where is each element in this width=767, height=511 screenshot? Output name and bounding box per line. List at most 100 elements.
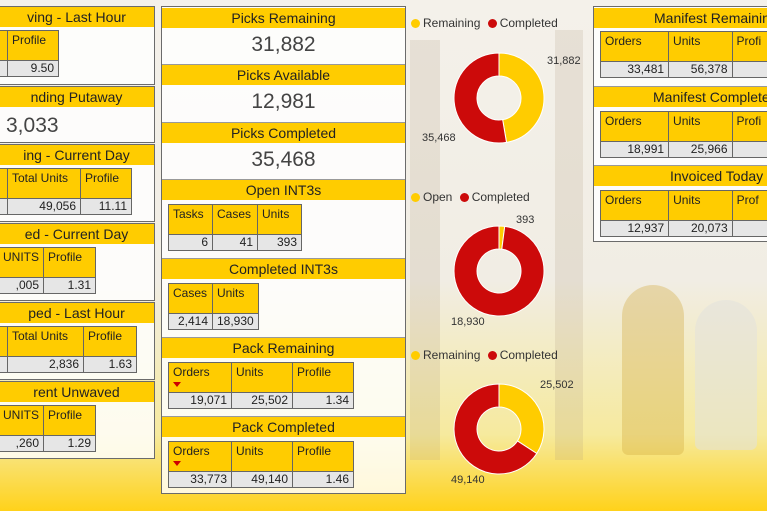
legend-item-completed[interactable]: Completed <box>487 16 558 30</box>
legend-item-open[interactable]: Open <box>411 190 452 204</box>
column-header: Orders <box>599 190 670 221</box>
donut-slice-completed[interactable] <box>453 383 538 475</box>
column-header: Profi <box>731 31 767 62</box>
slice-label-completed: 49,140 <box>451 474 485 486</box>
sort-descending-icon <box>173 461 181 466</box>
waving-last-hour-card: ving - Last Hour Profile 9.50 <box>0 6 155 85</box>
kpi-value: 35,468 <box>251 148 316 171</box>
card-title: Pack Completed <box>162 417 405 437</box>
background-worker <box>695 300 757 450</box>
background-shelf <box>410 40 440 460</box>
column-header: Cases <box>168 283 213 314</box>
picks-pack-container: Picks Remaining 31,882 Picks Available 1… <box>161 6 406 494</box>
card-title: ving - Last Hour <box>0 7 154 27</box>
column-header: Total Units <box>7 168 81 199</box>
pack-remaining-card: Pack Remaining Orders Units Profile 19,0… <box>162 337 405 416</box>
slice-label-completed: 18,930 <box>451 316 485 328</box>
card-title: nding Putaway <box>0 87 154 107</box>
table-cell: 20,073 <box>668 220 733 237</box>
sort-descending-icon <box>173 382 181 387</box>
column-header: Profile <box>43 247 96 278</box>
background-shelf <box>555 30 583 460</box>
kpi-value: 31,882 <box>251 33 316 56</box>
table-cell: ,005 <box>0 277 44 294</box>
donut-slice-completed[interactable] <box>453 52 508 144</box>
orders-column-header[interactable]: Orders <box>168 441 232 472</box>
invoiced-today-card: Invoiced Today Orders Units Prof 12,937 … <box>594 165 767 242</box>
picks-remaining-card: Picks Remaining 31,882 <box>162 7 405 57</box>
legend-dot <box>459 193 469 202</box>
card-title: ing - Current Day <box>0 145 154 165</box>
card-title: Invoiced Today <box>594 166 767 186</box>
column-header: UNITS <box>0 247 44 278</box>
table-cell: 25,966 <box>668 141 733 158</box>
column-header: Tasks <box>168 204 213 235</box>
legend-dot <box>487 351 497 360</box>
column-header: Orders <box>599 31 670 62</box>
donut-slice-completed[interactable] <box>453 225 545 317</box>
table-cell: 49,056 <box>7 198 81 215</box>
table-cell: 1.29 <box>43 435 96 452</box>
profile-value: 9.50 <box>7 60 59 77</box>
column-header: Profile <box>83 326 137 357</box>
table-cell: 19,071 <box>168 392 232 409</box>
column-header: Units <box>231 362 293 393</box>
card-title: rent Unwaved <box>0 382 154 402</box>
table-cell: 1.34 <box>292 392 354 409</box>
table-cell: 33,481 <box>599 61 670 78</box>
completed-int3s-card: Completed INT3s Cases Units 2,414 18,930 <box>162 258 405 337</box>
table-cell: 11.11 <box>80 198 132 215</box>
table-cell: 33,773 <box>168 471 232 488</box>
column-header: Units <box>212 283 259 314</box>
legend-dot <box>411 193 420 202</box>
column-header-label: Orders <box>173 444 210 458</box>
column-header-label: Orders <box>173 365 210 379</box>
table-cell: 393 <box>257 234 302 251</box>
column-header: Profile <box>292 362 354 393</box>
table-cell: 56,378 <box>668 61 733 78</box>
column-header: Units <box>668 190 733 221</box>
donut-slice-remaining[interactable] <box>498 52 545 143</box>
table-cell: ,260 <box>0 435 44 452</box>
table-cell: 2,836 <box>7 356 84 373</box>
pack-completed-card: Pack Completed Orders Units Profile 33,7… <box>162 416 405 495</box>
table-cell: 1.31 <box>43 277 96 294</box>
table-cell: 1.46 <box>292 471 354 488</box>
card-title: Completed INT3s <box>162 259 405 279</box>
legend-item-completed[interactable]: Completed <box>459 190 530 204</box>
picked-current-day-card: ed - Current Day UNITS Profile ,005 1.31 <box>0 223 155 301</box>
column-header: Units <box>668 111 733 142</box>
table-cell: 18,930 <box>212 313 259 330</box>
manifest-completed-card: Manifest Complete Orders Units Profi 18,… <box>594 86 767 165</box>
table-cell: 1.63 <box>83 356 137 373</box>
table-cell: 18,991 <box>599 141 670 158</box>
column-header: Units <box>668 31 733 62</box>
manifest-invoice-container: Manifest Remainin Orders Units Profi 33,… <box>593 6 767 242</box>
column-header: Profile <box>7 30 59 61</box>
kpi-value: 3,033 <box>6 114 59 137</box>
legend-dot <box>487 19 497 28</box>
shipped-last-hour-card: ped - Last Hour Total Units Profile 2,83… <box>0 302 155 380</box>
table-cell: 6 <box>168 234 213 251</box>
table-cell <box>731 220 767 237</box>
open-int3s-card: Open INT3s Tasks Cases Units 6 41 393 <box>162 179 405 258</box>
card-title: Manifest Complete <box>594 87 767 107</box>
slice-label-remaining: 25,502 <box>540 379 574 391</box>
legend-item-completed[interactable]: Completed <box>487 348 558 362</box>
legend-item-remaining[interactable]: Remaining <box>411 16 480 30</box>
column-header: Prof <box>731 190 767 221</box>
card-title: Picks Remaining <box>162 8 405 28</box>
donut-slice-remaining[interactable] <box>498 383 545 455</box>
picks-completed-card: Picks Completed 35,468 <box>162 122 405 172</box>
table-cell <box>731 61 767 78</box>
card-title: Picks Available <box>162 65 405 85</box>
picks-available-card: Picks Available 12,981 <box>162 64 405 114</box>
orders-column-header[interactable]: Orders <box>168 362 232 393</box>
table-cell: 2,414 <box>168 313 213 330</box>
kpi-value: 12,981 <box>251 90 316 113</box>
legend-item-remaining[interactable]: Remaining <box>411 348 480 362</box>
card-title: Manifest Remainin <box>594 8 767 28</box>
